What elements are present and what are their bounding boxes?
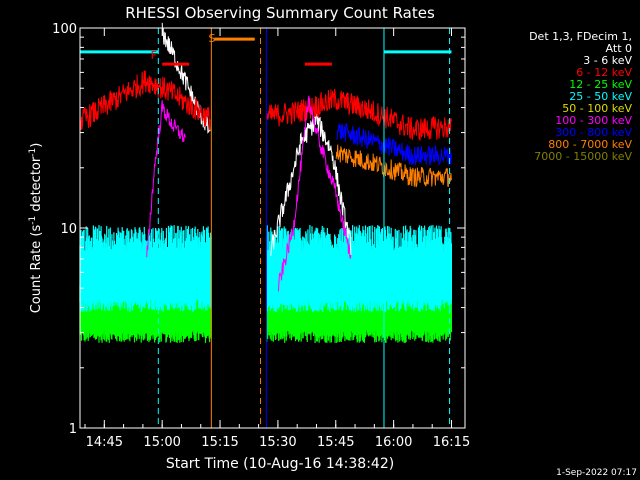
x-tick-label: 15:00: [143, 435, 180, 450]
x-tick-label: 15:15: [201, 435, 238, 450]
series-300-800-keV: [336, 123, 452, 166]
annotation-label: S: [208, 32, 215, 45]
legend-header: Att 0: [606, 42, 632, 55]
axes: 14:45 15:00 15:15 15:30 15:45 16:00 16:15 1 10 10…: [52, 22, 470, 450]
legend-entry: 12 - 25 keV: [569, 78, 632, 91]
x-tick-label: 15:45: [317, 435, 354, 450]
legend-entry: 6 - 12 keV: [576, 66, 632, 79]
x-tick-label: 16:15: [433, 435, 470, 450]
x-tick-label: 15:30: [259, 435, 296, 450]
series-25-50-keV: [79, 225, 452, 312]
series-6-12-keV: [79, 70, 452, 141]
x-axis-label: Start Time (10-Aug-16 14:38:42): [166, 456, 394, 472]
y-tick-label: 10: [60, 222, 77, 237]
legend-entry: 25 - 50 keV: [569, 90, 632, 103]
footer-date: 1-Sep-2022 07:17: [556, 468, 637, 478]
legend-entry: 800 - 7000 keV: [548, 138, 632, 151]
series-line: [146, 95, 352, 292]
legend-entry: 50 - 100 keV: [562, 102, 632, 115]
y-tick-label: 100: [52, 22, 77, 37]
annotation-label: F: [151, 49, 157, 62]
legend-entry: 300 - 800 keV: [555, 126, 632, 139]
legend-entry: 100 - 300 keV: [555, 114, 632, 127]
series-line: [336, 123, 452, 166]
chart-title: RHESSI Observing Summary Count Rates: [125, 4, 435, 22]
legend-entry: 3 - 6 keV: [583, 54, 632, 67]
legend-entry: 7000 - 15000 keV: [534, 150, 632, 163]
y-tick-label: 1: [69, 422, 77, 437]
x-tick-label: 14:45: [86, 435, 123, 450]
series-line: [335, 144, 452, 188]
series-line: [79, 70, 452, 141]
x-tick-label: 16:00: [375, 435, 412, 450]
legend-header: Det 1,3, FDecim 1,: [529, 30, 632, 43]
series-100-300-keV: [146, 95, 352, 292]
series-800-7000-keV: [335, 144, 452, 188]
y-axis-label: Count Rate (s-1 detector-1): [28, 143, 44, 314]
plot-area: FS: [79, 22, 452, 428]
